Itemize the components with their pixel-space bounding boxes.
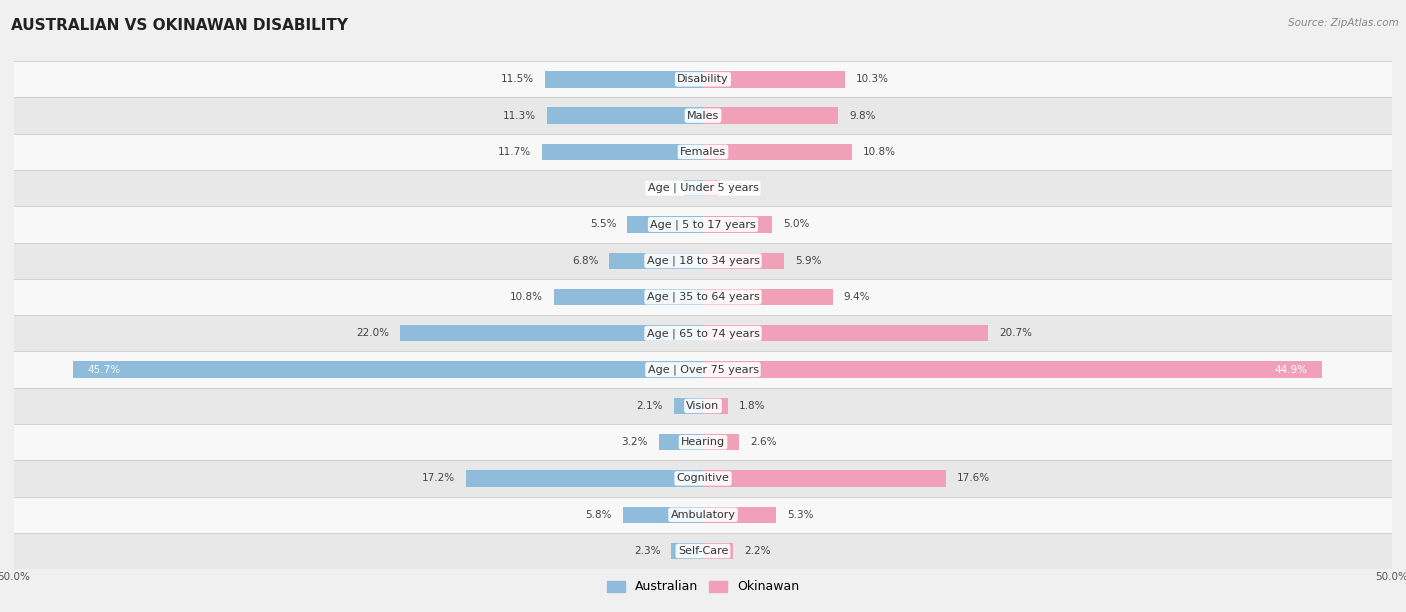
Text: 10.8%: 10.8% [863, 147, 896, 157]
Bar [703, 108, 838, 124]
Text: Self-Care: Self-Care [678, 546, 728, 556]
Bar [14, 97, 1392, 134]
Bar [703, 543, 734, 559]
Text: 17.6%: 17.6% [956, 474, 990, 483]
Text: 2.6%: 2.6% [749, 437, 776, 447]
Bar [14, 206, 1392, 242]
Text: 2.2%: 2.2% [744, 546, 770, 556]
Text: 10.3%: 10.3% [856, 74, 889, 84]
Bar [465, 470, 703, 487]
Bar [14, 242, 1392, 279]
Text: 5.0%: 5.0% [783, 220, 810, 230]
Text: AUSTRALIAN VS OKINAWAN DISABILITY: AUSTRALIAN VS OKINAWAN DISABILITY [11, 18, 349, 34]
Text: Cognitive: Cognitive [676, 474, 730, 483]
Text: Disability: Disability [678, 74, 728, 84]
Bar [683, 180, 703, 196]
Text: 44.9%: 44.9% [1275, 365, 1308, 375]
Bar [703, 362, 1322, 378]
Bar [703, 253, 785, 269]
Text: 45.7%: 45.7% [87, 365, 120, 375]
Text: Age | 35 to 64 years: Age | 35 to 64 years [647, 292, 759, 302]
Text: Age | Under 5 years: Age | Under 5 years [648, 183, 758, 193]
Bar [703, 289, 832, 305]
Bar [623, 507, 703, 523]
Text: 2.1%: 2.1% [637, 401, 664, 411]
Bar [14, 496, 1392, 533]
Text: 1.8%: 1.8% [738, 401, 765, 411]
Bar [673, 398, 703, 414]
Text: 11.7%: 11.7% [498, 147, 531, 157]
Text: Ambulatory: Ambulatory [671, 510, 735, 520]
Text: 11.3%: 11.3% [503, 111, 536, 121]
Bar [14, 134, 1392, 170]
Bar [399, 325, 703, 341]
Text: 20.7%: 20.7% [1000, 328, 1032, 338]
Bar [14, 388, 1392, 424]
Text: Source: ZipAtlas.com: Source: ZipAtlas.com [1288, 18, 1399, 28]
Text: 10.8%: 10.8% [510, 292, 543, 302]
Bar [14, 424, 1392, 460]
Bar [14, 533, 1392, 569]
Text: Males: Males [688, 111, 718, 121]
Text: Hearing: Hearing [681, 437, 725, 447]
Bar [14, 351, 1392, 388]
Text: Vision: Vision [686, 401, 720, 411]
Text: Age | Over 75 years: Age | Over 75 years [648, 364, 758, 375]
Legend: Australian, Okinawan: Australian, Okinawan [602, 575, 804, 599]
Bar [703, 507, 776, 523]
Bar [554, 289, 703, 305]
Text: 1.4%: 1.4% [647, 183, 672, 193]
Text: 22.0%: 22.0% [356, 328, 389, 338]
Text: Age | 18 to 34 years: Age | 18 to 34 years [647, 255, 759, 266]
Bar [14, 315, 1392, 351]
Text: Age | 5 to 17 years: Age | 5 to 17 years [650, 219, 756, 230]
Text: 9.4%: 9.4% [844, 292, 870, 302]
Bar [627, 216, 703, 233]
Bar [703, 398, 728, 414]
Bar [73, 362, 703, 378]
Text: 6.8%: 6.8% [572, 256, 599, 266]
Text: 2.3%: 2.3% [634, 546, 661, 556]
Bar [703, 470, 945, 487]
Text: 5.3%: 5.3% [787, 510, 814, 520]
Bar [14, 170, 1392, 206]
Bar [703, 144, 852, 160]
Bar [609, 253, 703, 269]
Text: 9.8%: 9.8% [849, 111, 876, 121]
Bar [703, 71, 845, 88]
Bar [544, 71, 703, 88]
Bar [14, 61, 1392, 97]
Text: 17.2%: 17.2% [422, 474, 456, 483]
Text: 1.1%: 1.1% [730, 183, 755, 193]
Bar [547, 108, 703, 124]
Text: 5.8%: 5.8% [585, 510, 612, 520]
Text: 5.5%: 5.5% [589, 220, 616, 230]
Text: 3.2%: 3.2% [621, 437, 648, 447]
Bar [703, 180, 718, 196]
Bar [703, 216, 772, 233]
Bar [14, 279, 1392, 315]
Text: Females: Females [681, 147, 725, 157]
Text: 11.5%: 11.5% [501, 74, 533, 84]
Text: 5.9%: 5.9% [796, 256, 823, 266]
Bar [14, 460, 1392, 496]
Bar [703, 434, 738, 450]
Text: Age | 65 to 74 years: Age | 65 to 74 years [647, 328, 759, 338]
Bar [703, 325, 988, 341]
Bar [671, 543, 703, 559]
Bar [659, 434, 703, 450]
Bar [541, 144, 703, 160]
